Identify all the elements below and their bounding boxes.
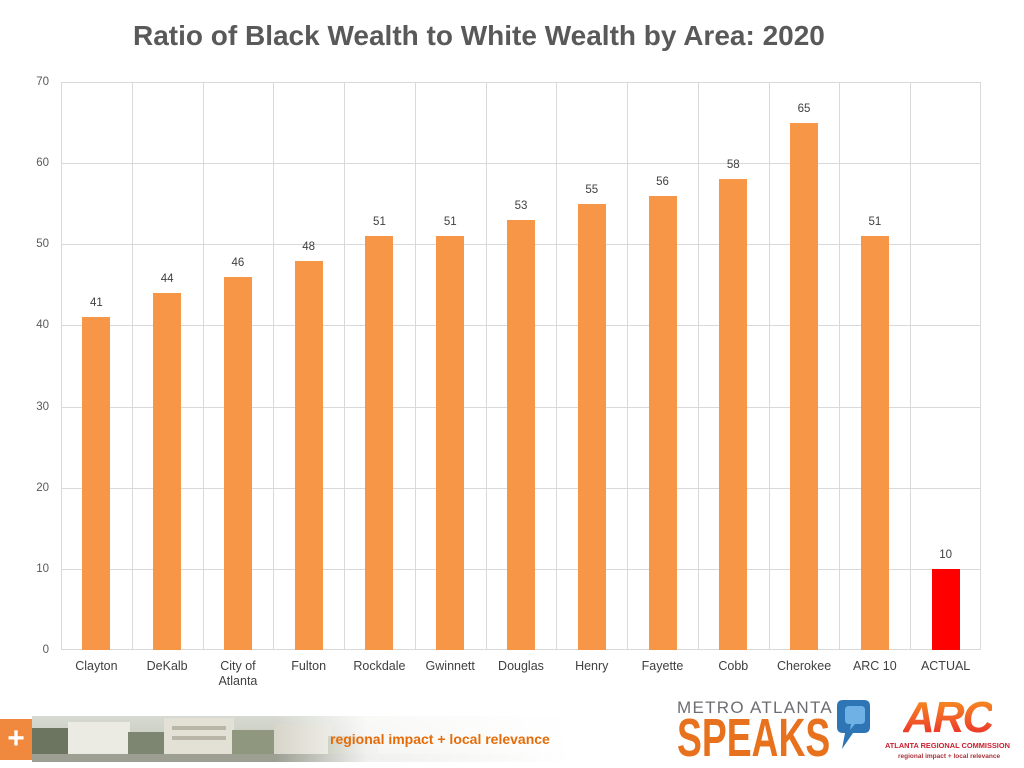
banner-fade bbox=[32, 716, 572, 762]
bar bbox=[719, 179, 748, 650]
x-tick-label: Cherokee bbox=[776, 659, 832, 673]
y-tick-label: 20 bbox=[36, 481, 49, 494]
data-label: 51 bbox=[373, 216, 386, 229]
y-tick-label: 70 bbox=[36, 76, 49, 88]
gridline-vertical bbox=[486, 82, 487, 650]
data-label: 53 bbox=[514, 199, 528, 212]
gridline-vertical bbox=[556, 82, 557, 650]
bar bbox=[507, 219, 535, 650]
plot-area: 41 Clayton 44 DeKalb 46 City of Atlanta 48 Fult… bbox=[61, 82, 981, 688]
banner-photo bbox=[32, 716, 572, 762]
gridline-vertical bbox=[627, 82, 628, 650]
y-axis: 0 10 20 30 40 50 60 70 bbox=[0, 76, 61, 656]
data-label: 51 bbox=[443, 216, 457, 229]
data-label: 10 bbox=[939, 548, 952, 561]
bar bbox=[82, 317, 111, 650]
x-tick-label: Henry bbox=[575, 659, 609, 673]
bar bbox=[294, 260, 323, 650]
banner-tagline: regional impact + local relevance bbox=[330, 731, 550, 747]
chart-title: Ratio of Black Wealth to White Wealth by… bbox=[133, 20, 825, 51]
gridline-vertical bbox=[132, 82, 133, 650]
data-label: 58 bbox=[726, 159, 740, 172]
bar bbox=[790, 122, 819, 650]
bar bbox=[577, 203, 606, 650]
speech-bubble-icon bbox=[837, 700, 870, 749]
data-label: 65 bbox=[797, 102, 811, 115]
x-tick-label: DeKalb bbox=[146, 659, 188, 673]
x-tick-label: Rockdale bbox=[353, 659, 406, 673]
x-tick-label: Gwinnett bbox=[425, 659, 475, 673]
y-tick-label: 10 bbox=[36, 562, 49, 575]
x-tick-label: City of Atlanta bbox=[218, 659, 258, 688]
metro-logo-line1: METRO ATLANTA bbox=[677, 698, 834, 717]
y-tick-label: 60 bbox=[36, 157, 49, 170]
bar bbox=[436, 236, 465, 650]
gridline-horizontal bbox=[61, 82, 981, 83]
arc-logo-tagline: regional impact + local relevance bbox=[898, 753, 1001, 760]
gridline-vertical bbox=[698, 82, 699, 650]
gridline-vertical bbox=[61, 82, 62, 650]
y-tick-label: 0 bbox=[42, 644, 49, 656]
y-tick-label: 40 bbox=[36, 319, 49, 332]
arc-logo-name: ATLANTA REGIONAL COMMISSION bbox=[885, 741, 1010, 750]
bar bbox=[153, 292, 182, 650]
data-label: 51 bbox=[868, 216, 882, 229]
gridline-vertical bbox=[273, 82, 274, 650]
gridline-vertical bbox=[980, 82, 981, 650]
metro-logo-line2: SPEAKS bbox=[677, 708, 831, 768]
x-tick-label: ACTUAL bbox=[920, 659, 971, 673]
gridline-vertical bbox=[203, 82, 204, 650]
data-label: 44 bbox=[160, 272, 174, 285]
gridline-vertical bbox=[769, 82, 770, 650]
bar bbox=[931, 568, 960, 650]
bar bbox=[860, 236, 889, 650]
x-tick-label: ARC 10 bbox=[852, 659, 897, 673]
gridline-vertical bbox=[344, 82, 345, 650]
data-label: 41 bbox=[89, 297, 103, 310]
bar bbox=[365, 236, 394, 650]
x-tick-label: Fayette bbox=[641, 659, 684, 673]
y-tick-label: 30 bbox=[36, 400, 49, 413]
plus-icon: + bbox=[0, 719, 32, 760]
y-tick-label: 50 bbox=[36, 238, 49, 251]
x-tick-label: Clayton bbox=[75, 659, 118, 673]
data-label: 46 bbox=[231, 256, 245, 269]
gridline-vertical bbox=[910, 82, 911, 650]
bar bbox=[648, 195, 677, 650]
gridline-vertical bbox=[415, 82, 416, 650]
data-label: 56 bbox=[656, 175, 669, 188]
x-tick-label: Douglas bbox=[498, 659, 544, 673]
x-tick-label: Fulton bbox=[291, 659, 327, 673]
data-label: 55 bbox=[585, 183, 599, 196]
x-tick-label: Cobb bbox=[718, 659, 749, 673]
data-label: 48 bbox=[302, 240, 316, 253]
gridline-vertical bbox=[839, 82, 840, 650]
bar bbox=[223, 276, 252, 650]
arc-logo-mark: ARC bbox=[903, 693, 994, 742]
gridline-horizontal bbox=[61, 163, 981, 164]
